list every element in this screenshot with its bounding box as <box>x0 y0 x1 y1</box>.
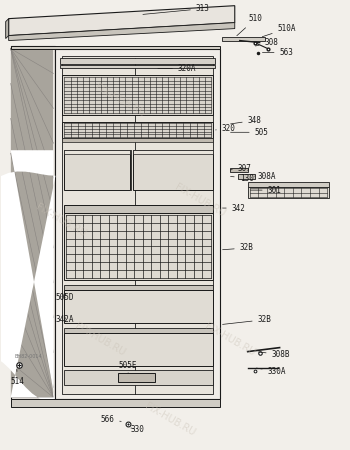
Text: 313: 313 <box>143 4 210 14</box>
Polygon shape <box>64 213 213 280</box>
Text: 320: 320 <box>216 124 236 133</box>
Text: FIX-HUB.RU: FIX-HUB.RU <box>173 182 227 219</box>
Text: 301: 301 <box>251 185 281 194</box>
Text: FIX-HUB.RU: FIX-HUB.RU <box>93 82 147 119</box>
Polygon shape <box>238 174 255 179</box>
Polygon shape <box>61 66 215 68</box>
Polygon shape <box>10 45 220 49</box>
Text: 32B: 32B <box>223 243 254 252</box>
Polygon shape <box>230 168 248 172</box>
Polygon shape <box>248 187 329 198</box>
Polygon shape <box>64 333 213 365</box>
Text: 510A: 510A <box>262 24 296 37</box>
Polygon shape <box>64 285 213 290</box>
Text: 514: 514 <box>10 369 25 386</box>
Text: FIX-HUB.RU: FIX-HUB.RU <box>203 321 257 358</box>
Text: BH82-0014: BH82-0014 <box>15 354 42 359</box>
Text: FIX-HUB.RU: FIX-HUB.RU <box>74 321 127 358</box>
Polygon shape <box>64 205 213 213</box>
Polygon shape <box>10 400 220 407</box>
Polygon shape <box>64 150 130 154</box>
Polygon shape <box>9 22 235 40</box>
Text: 505: 505 <box>231 128 268 137</box>
Text: 308: 308 <box>256 38 279 47</box>
Text: 32B: 32B <box>223 315 272 324</box>
Text: 563: 563 <box>262 48 293 57</box>
Text: 320A: 320A <box>158 64 196 73</box>
Polygon shape <box>61 58 215 63</box>
Text: 505E: 505E <box>118 361 137 374</box>
Polygon shape <box>62 76 213 115</box>
Text: 505D: 505D <box>56 293 74 302</box>
Polygon shape <box>64 369 213 384</box>
Text: 510: 510 <box>237 14 262 36</box>
Polygon shape <box>10 45 56 400</box>
Text: 330: 330 <box>130 425 144 434</box>
Polygon shape <box>56 49 220 400</box>
Text: 330A: 330A <box>257 367 286 376</box>
Text: 342A: 342A <box>56 315 74 324</box>
Text: FIX-HUB.RU: FIX-HUB.RU <box>34 202 88 238</box>
Text: FIX-HUB.RU: FIX-HUB.RU <box>143 401 197 438</box>
Text: 566: 566 <box>100 415 121 424</box>
Text: 342: 342 <box>223 203 246 212</box>
Polygon shape <box>64 290 213 323</box>
Polygon shape <box>248 182 329 187</box>
Polygon shape <box>64 150 130 190</box>
Polygon shape <box>0 150 56 403</box>
Polygon shape <box>9 6 235 36</box>
Polygon shape <box>62 138 213 142</box>
Polygon shape <box>133 150 213 154</box>
Polygon shape <box>222 36 265 40</box>
Text: 308B: 308B <box>258 350 290 359</box>
Polygon shape <box>62 55 213 395</box>
Text: 130: 130 <box>231 174 254 183</box>
Polygon shape <box>6 18 9 39</box>
Polygon shape <box>62 122 213 138</box>
Text: 348: 348 <box>231 116 261 125</box>
Polygon shape <box>133 150 213 190</box>
Polygon shape <box>64 328 213 333</box>
Polygon shape <box>118 373 155 382</box>
Polygon shape <box>10 49 54 397</box>
Text: 307: 307 <box>231 164 252 173</box>
Text: 308A: 308A <box>255 171 276 180</box>
